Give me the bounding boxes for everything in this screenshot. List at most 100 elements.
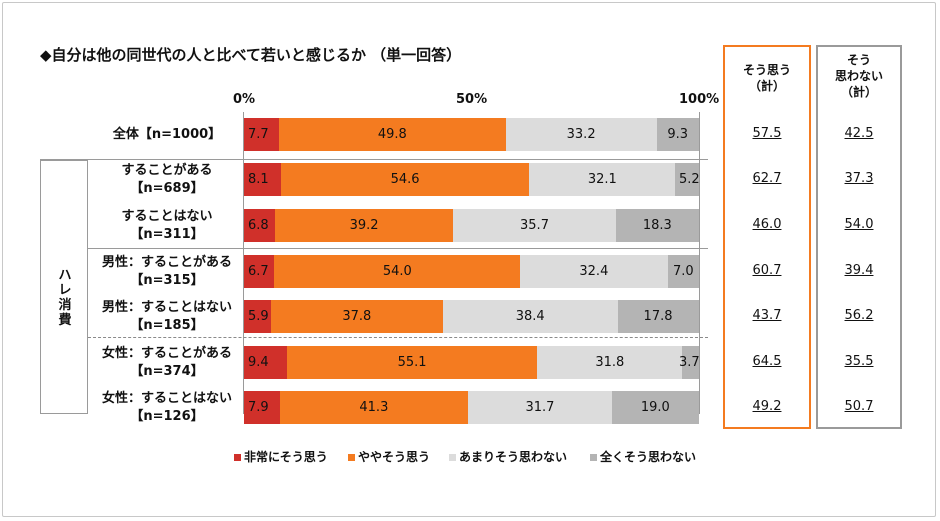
bar-segment (667, 255, 700, 288)
agree-total-value: 46.0 (752, 217, 782, 232)
legend-swatch (348, 454, 355, 461)
row-label: することがある 【n=689】 (92, 162, 242, 198)
disagree-header-line: そう (846, 53, 871, 67)
bar-segment (270, 300, 443, 333)
legend-label: ややそう思う (358, 450, 431, 464)
row-label-line: することはない (121, 208, 213, 224)
bar-data-label: 38.4 (515, 309, 545, 324)
disagree-total-box (816, 45, 902, 429)
disagree-header-line: （計） (840, 85, 877, 99)
axis-line (699, 112, 700, 414)
bar-segment (286, 346, 538, 379)
bar-data-label: 55.1 (397, 355, 427, 370)
bar-data-label: 18.3 (642, 218, 672, 233)
row-label-line: 女性：することがある (101, 345, 232, 361)
bar-data-label: 7.0 (673, 264, 694, 279)
row-label: 全体【n=1000】 (92, 126, 242, 144)
disagree-total-value: 54.0 (844, 217, 874, 232)
separator-dash (88, 337, 708, 338)
bar-data-label: 5.9 (248, 309, 269, 324)
bar-segment (244, 255, 275, 288)
axis-line (243, 112, 244, 414)
bar-data-label: 35.7 (520, 218, 549, 233)
bar-segment (682, 346, 699, 379)
bar-segment (244, 346, 287, 379)
agree-total-value: 43.7 (752, 308, 782, 323)
bar-segment (656, 118, 699, 151)
bar-segment (244, 163, 281, 196)
bar-data-label: 39.2 (349, 218, 379, 233)
disagree-total-value: 39.4 (844, 263, 874, 278)
disagree-total-value: 42.5 (844, 126, 874, 141)
bar-data-label: 7.7 (248, 127, 269, 142)
bar-segment (274, 255, 521, 288)
bar-segment (675, 163, 699, 196)
disagree-total-header: そう 思わない （計） (816, 52, 902, 100)
bar-data-label: 41.3 (359, 400, 389, 415)
group-label: ハ レ 消 費 (56, 268, 74, 328)
chart-title: ◆自分は他の同世代の人と比べて若いと感じるか （単一回答） (40, 46, 462, 64)
agree-total-value: 49.2 (752, 399, 782, 414)
bar-segment (612, 391, 699, 424)
legend-swatch (590, 454, 597, 461)
row-label-line: 【n=185】 (130, 317, 204, 333)
bar-data-label: 32.4 (579, 264, 609, 279)
bar-data-label: 49.8 (377, 127, 407, 142)
bar-segment (529, 163, 676, 196)
disagree-total-value: 56.2 (844, 308, 874, 323)
bar-data-label: 6.8 (248, 218, 269, 233)
bar-segment (279, 391, 468, 424)
agree-total-box (723, 45, 811, 429)
row-label-line: 全体【n=1000】 (112, 126, 222, 142)
bar-data-label: 19.0 (640, 400, 670, 415)
bar-segment (244, 118, 280, 151)
bar-data-label: 32.1 (587, 172, 617, 187)
bar-segment (442, 300, 618, 333)
bar-segment (244, 209, 275, 242)
separator-line (88, 248, 708, 249)
row-label-line: 【n=315】 (130, 272, 204, 288)
bar-data-label: 5.2 (679, 172, 700, 187)
disagree-total-value: 35.5 (844, 354, 874, 369)
bar-data-label: 31.8 (595, 355, 625, 370)
bar-segment (279, 118, 506, 151)
bar-data-label: 17.8 (643, 309, 673, 324)
separator-line (40, 159, 708, 160)
legend-item: 全くそう思わない (590, 448, 696, 465)
agree-header-line: そう思う (742, 63, 791, 77)
agree-total-value: 57.5 (752, 126, 782, 141)
legend-label: 全くそう思わない (600, 450, 697, 464)
x-tick-label: 50% (456, 92, 488, 107)
agree-total-header: そう思う （計） (723, 62, 811, 94)
bar-data-label: 54.6 (390, 172, 420, 187)
group-bracket (40, 160, 88, 414)
bar-data-label: 9.3 (667, 127, 689, 142)
bar-segment (274, 209, 454, 242)
row-label: することはない 【n=311】 (92, 208, 242, 244)
bar-segment (617, 300, 699, 333)
bar-segment (453, 209, 616, 242)
row-label: 女性：することがある 【n=374】 (92, 345, 242, 381)
bar-data-label: 54.0 (382, 264, 412, 279)
agree-header-line: （計） (748, 79, 785, 93)
bar-segment (467, 391, 613, 424)
row-label-line: 女性：することはない (101, 390, 232, 406)
bar-segment (520, 255, 668, 288)
row-label-line: 男性：することはない (101, 299, 232, 315)
legend-item: あまりそう思わない (449, 448, 567, 465)
disagree-header-line: 思わない (834, 69, 883, 83)
legend-item: ややそう思う (348, 448, 430, 465)
bar-data-label: 8.1 (248, 172, 269, 187)
agree-total-value: 60.7 (752, 263, 782, 278)
row-label: 男性：することはない 【n=185】 (92, 299, 242, 335)
x-tick-label: 100% (679, 92, 720, 107)
legend-item: 非常にそう思う (234, 448, 328, 465)
agree-total-value: 62.7 (752, 171, 782, 186)
row-label: 男性：することがある 【n=315】 (92, 254, 242, 290)
row-label: 女性：することはない 【n=126】 (92, 390, 242, 426)
bar-data-label: 37.8 (342, 309, 372, 324)
disagree-total-value: 37.3 (844, 171, 874, 186)
row-label-line: 【n=374】 (130, 363, 204, 379)
row-label-line: 【n=689】 (130, 180, 204, 196)
row-label-line: することがある (121, 162, 213, 178)
